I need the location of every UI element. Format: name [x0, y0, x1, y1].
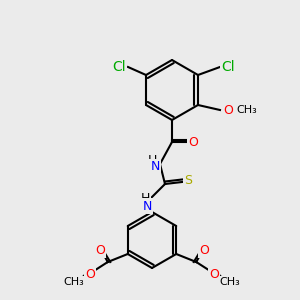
Text: O: O: [95, 244, 105, 256]
Text: CH₃: CH₃: [63, 277, 84, 287]
Text: CH₃: CH₃: [236, 105, 257, 115]
Text: O: O: [188, 136, 198, 148]
Text: O: O: [209, 268, 219, 281]
Text: Cl: Cl: [112, 60, 126, 74]
Text: O: O: [223, 103, 233, 116]
Text: H: H: [140, 191, 150, 205]
Text: O: O: [199, 244, 209, 256]
Text: H: H: [147, 154, 157, 167]
Text: N: N: [142, 200, 152, 212]
Text: S: S: [184, 175, 192, 188]
Text: CH₃: CH₃: [220, 277, 241, 287]
Text: O: O: [85, 268, 95, 281]
Text: N: N: [151, 160, 160, 173]
Text: Cl: Cl: [221, 60, 235, 74]
